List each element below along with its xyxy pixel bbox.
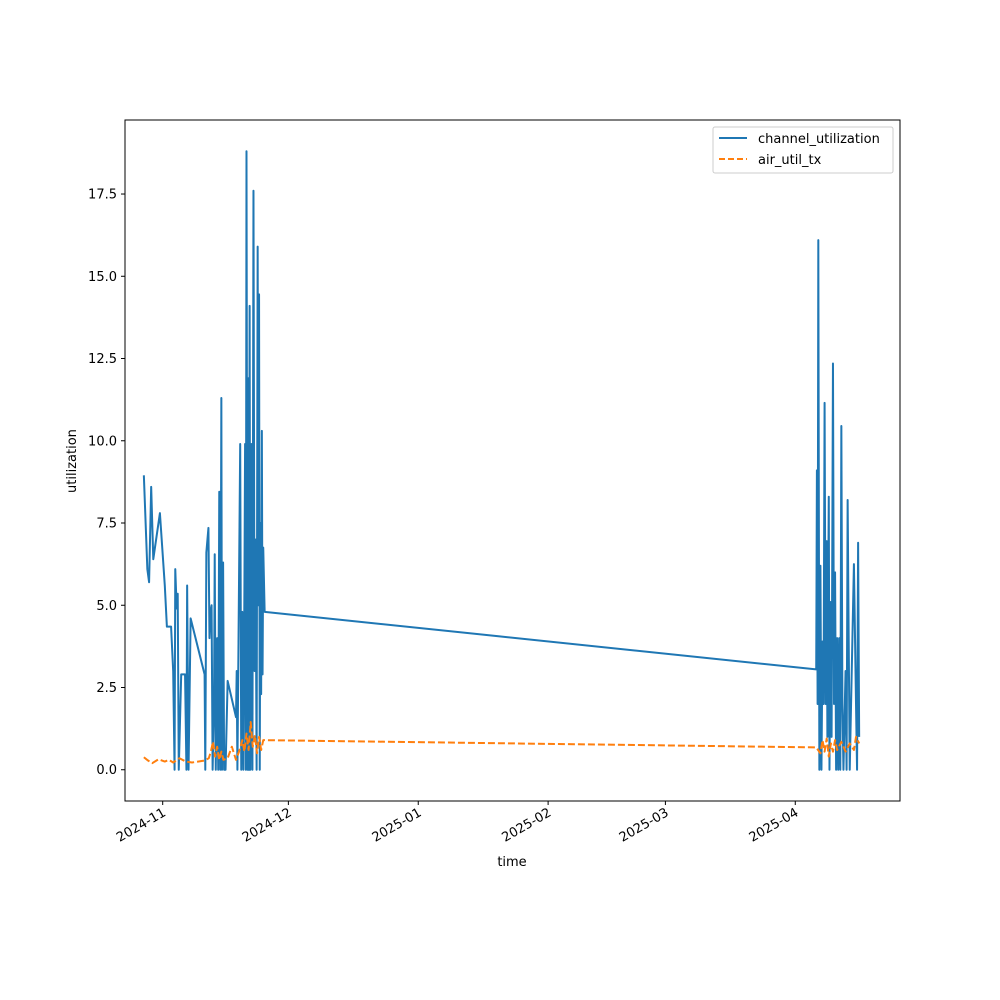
y-axis-ticks: 0.0 2.5 5.0 7.5 10.0 12.5 15.0 17.5 [88, 188, 125, 778]
series-layer [142, 150, 861, 771]
legend-frame [712, 126, 894, 174]
series-line-channel-utilization [142, 150, 861, 771]
y-tick-label: 15.0 [88, 270, 117, 285]
legend: channel_utilization air_util_tx [712, 126, 894, 174]
y-tick-label: 7.5 [96, 517, 117, 532]
y-tick-label: 0.0 [96, 763, 117, 778]
y-tick-label: 2.5 [96, 681, 117, 696]
series-line-air-util-tx [143, 721, 861, 765]
y-tick-label: 17.5 [88, 188, 117, 203]
y-axis-label: utilization [65, 429, 80, 493]
x-axis-label: time [497, 855, 526, 870]
y-tick-label: 5.0 [96, 599, 117, 614]
y-tick-label: 10.0 [88, 434, 117, 449]
plot-area [124, 119, 901, 802]
legend-label-channel-utilization: channel_utilization [758, 132, 880, 147]
y-tick-label: 12.5 [88, 352, 117, 367]
axes-frame [124, 119, 901, 802]
legend-label-air-util-tx: air_util_tx [758, 153, 822, 168]
